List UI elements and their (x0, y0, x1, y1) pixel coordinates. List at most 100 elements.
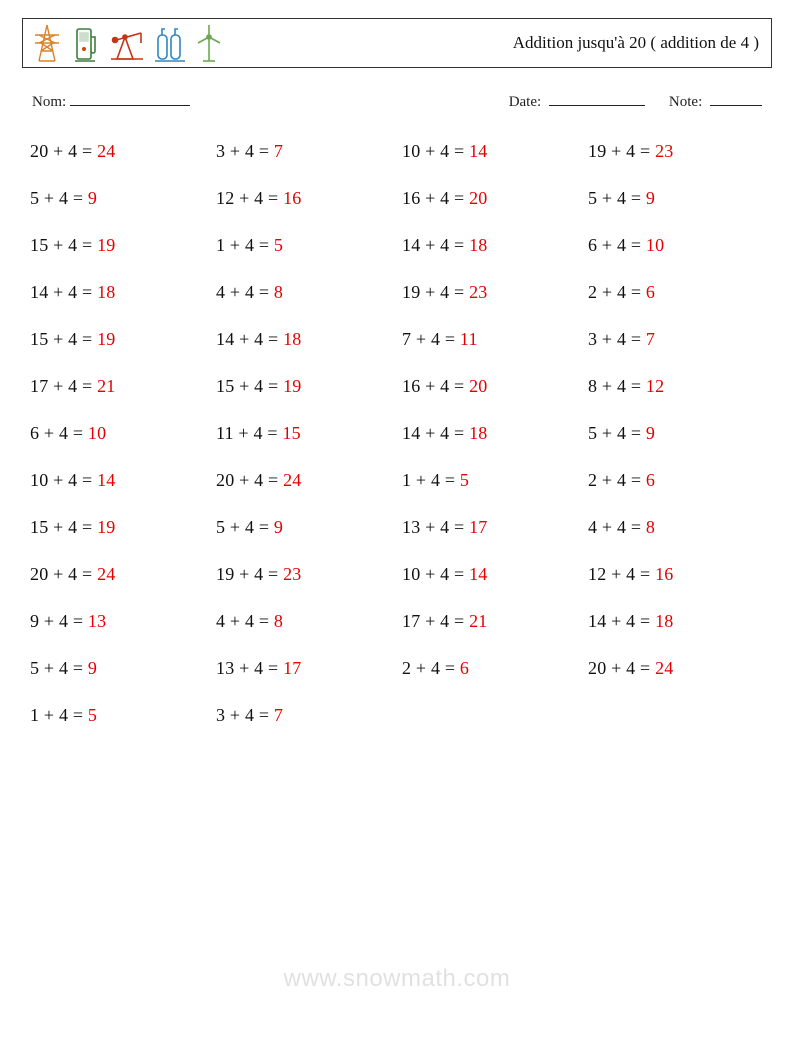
gas-tanks-icon (153, 23, 187, 63)
problem-expression: 10 + 4 = (402, 141, 469, 161)
problem-cell: 5 + 4 = 9 (30, 658, 206, 679)
problem-cell: 19 + 4 = 23 (588, 141, 764, 162)
problem-answer: 17 (469, 517, 487, 537)
problem-cell: 8 + 4 = 12 (588, 376, 764, 397)
problem-cell: 14 + 4 = 18 (402, 235, 578, 256)
problem-expression: 3 + 4 = (216, 705, 274, 725)
name-blank[interactable] (70, 90, 190, 106)
name-field: Nom: (32, 90, 190, 111)
problem-cell: 15 + 4 = 19 (30, 517, 206, 538)
note-blank[interactable] (710, 90, 762, 106)
problem-expression: 5 + 4 = (30, 188, 88, 208)
problem-expression: 10 + 4 = (30, 470, 97, 490)
problem-cell: 16 + 4 = 20 (402, 188, 578, 209)
problem-cell: 3 + 4 = 7 (588, 329, 764, 350)
problem-cell: 12 + 4 = 16 (588, 564, 764, 585)
problem-answer: 14 (97, 470, 115, 490)
problem-expression: 3 + 4 = (216, 141, 274, 161)
problem-cell: 11 + 4 = 15 (216, 423, 392, 444)
problem-expression: 10 + 4 = (402, 564, 469, 584)
problem-cell: 6 + 4 = 10 (588, 235, 764, 256)
problem-expression: 20 + 4 = (30, 564, 97, 584)
problem-answer: 18 (469, 423, 487, 443)
problem-expression: 1 + 4 = (216, 235, 274, 255)
problem-answer: 16 (655, 564, 673, 584)
problem-answer: 15 (282, 423, 300, 443)
problem-expression: 5 + 4 = (216, 517, 274, 537)
problem-answer: 21 (469, 611, 487, 631)
problem-expression: 1 + 4 = (402, 470, 460, 490)
problem-cell: 20 + 4 = 24 (30, 564, 206, 585)
date-blank[interactable] (549, 90, 645, 106)
problem-answer: 10 (646, 235, 664, 255)
problem-answer: 19 (97, 235, 115, 255)
problem-cell: 14 + 4 = 18 (588, 611, 764, 632)
problem-expression: 5 + 4 = (30, 658, 88, 678)
problem-answer: 12 (646, 376, 664, 396)
header-box: Addition jusqu'à 20 ( addition de 4 ) (22, 18, 772, 68)
problem-cell: 4 + 4 = 8 (216, 282, 392, 303)
problem-cell: 20 + 4 = 24 (216, 470, 392, 491)
problem-answer: 6 (646, 470, 655, 490)
problem-expression: 7 + 4 = (402, 329, 460, 349)
problem-expression: 17 + 4 = (402, 611, 469, 631)
problem-cell: 5 + 4 = 9 (30, 188, 206, 209)
problem-expression: 6 + 4 = (30, 423, 88, 443)
problem-answer: 16 (283, 188, 301, 208)
problem-answer: 18 (97, 282, 115, 302)
problem-expression: 4 + 4 = (216, 611, 274, 631)
problem-expression: 15 + 4 = (30, 235, 97, 255)
problem-cell: 3 + 4 = 7 (216, 705, 392, 726)
problem-expression: 19 + 4 = (216, 564, 283, 584)
problem-cell: 15 + 4 = 19 (216, 376, 392, 397)
problem-cell: 15 + 4 = 19 (30, 235, 206, 256)
problem-answer: 20 (469, 376, 487, 396)
problem-answer: 8 (274, 611, 283, 631)
problem-cell: 13 + 4 = 17 (216, 658, 392, 679)
problem-expression: 5 + 4 = (588, 188, 646, 208)
fuel-pump-icon (71, 23, 101, 63)
problem-expression: 15 + 4 = (30, 329, 97, 349)
note-field: Note: (669, 90, 762, 111)
problem-expression: 19 + 4 = (402, 282, 469, 302)
problem-expression: 12 + 4 = (216, 188, 283, 208)
problem-answer: 24 (655, 658, 673, 678)
problem-cell: 13 + 4 = 17 (402, 517, 578, 538)
date-field: Date: (509, 90, 645, 111)
problem-cell: 14 + 4 = 18 (216, 329, 392, 350)
problem-cell: 5 + 4 = 9 (216, 517, 392, 538)
problem-expression: 17 + 4 = (30, 376, 97, 396)
problem-answer: 18 (655, 611, 673, 631)
problem-expression: 20 + 4 = (30, 141, 97, 161)
pumpjack-icon (107, 23, 147, 63)
problem-answer: 23 (469, 282, 487, 302)
problem-cell: 1 + 4 = 5 (30, 705, 206, 726)
problem-cell: 19 + 4 = 23 (402, 282, 578, 303)
problem-expression: 13 + 4 = (216, 658, 283, 678)
problem-expression: 15 + 4 = (216, 376, 283, 396)
problem-expression: 20 + 4 = (588, 658, 655, 678)
problem-expression: 3 + 4 = (588, 329, 646, 349)
name-label: Nom: (32, 94, 66, 111)
problem-cell: 20 + 4 = 24 (588, 658, 764, 679)
problems-grid: 20 + 4 = 24 3 + 4 = 7 10 + 4 = 14 19 + 4 = … (30, 141, 764, 726)
problem-expression: 16 + 4 = (402, 188, 469, 208)
problem-cell: 7 + 4 = 11 (402, 329, 578, 350)
problem-answer: 18 (283, 329, 301, 349)
problem-answer: 13 (88, 611, 106, 631)
worksheet-page: Addition jusqu'à 20 ( addition de 4 ) No… (0, 0, 794, 1053)
problem-cell: 10 + 4 = 14 (402, 564, 578, 585)
problem-expression: 14 + 4 = (30, 282, 97, 302)
problem-answer: 24 (97, 141, 115, 161)
watermark: www.snowmath.com (0, 965, 794, 993)
problem-answer: 9 (88, 658, 97, 678)
problem-expression: 1 + 4 = (30, 705, 88, 725)
problem-expression: 20 + 4 = (216, 470, 283, 490)
problem-expression: 4 + 4 = (588, 517, 646, 537)
problem-answer: 14 (469, 141, 487, 161)
problem-answer: 7 (274, 705, 283, 725)
problem-answer: 6 (646, 282, 655, 302)
problem-expression: 14 + 4 = (216, 329, 283, 349)
problem-answer: 9 (646, 188, 655, 208)
problem-cell: 2 + 4 = 6 (402, 658, 578, 679)
